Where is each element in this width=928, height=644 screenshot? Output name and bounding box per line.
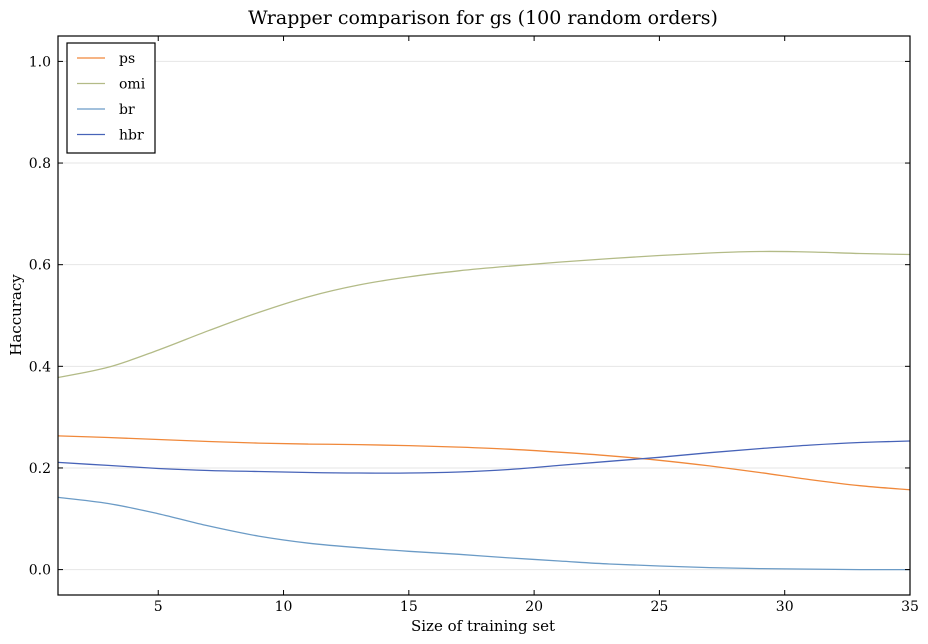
legend-label-omi: omi [119, 77, 146, 93]
x-tick-label: 5 [154, 599, 163, 615]
legend: ps omi br hbr [66, 42, 156, 154]
legend-label-ps: ps [119, 51, 135, 67]
y-tick-label: 1.0 [29, 54, 51, 70]
series-line-omi [57, 250, 911, 379]
x-tick-label: 30 [776, 599, 794, 615]
y-tick-label: 0.8 [29, 156, 51, 172]
axis-ticks: 0.0 0.2 0.4 0.6 0.8 1.0 5 10 15 20 25 30 35 [29, 36, 919, 615]
chart-title: Wrapper comparison for gs (100 random or… [248, 7, 718, 29]
legend-label-br: br [119, 102, 135, 118]
x-tick-label: 15 [400, 599, 418, 615]
y-tick-label: 0.0 [29, 563, 51, 579]
x-tick-label: 35 [901, 599, 919, 615]
x-tick-label: 25 [650, 599, 668, 615]
plot-frame [57, 35, 911, 596]
x-tick-label: 10 [275, 599, 293, 615]
legend-label-hbr: hbr [119, 128, 144, 144]
x-tick-label: 20 [525, 599, 543, 615]
series-line-br [57, 496, 911, 571]
y-tick-label: 0.6 [29, 258, 51, 274]
grid [58, 60, 910, 571]
y-tick-label: 0.2 [29, 461, 51, 477]
y-axis-label: Haccuracy [7, 274, 25, 356]
series-line-ps [57, 435, 911, 491]
series-lines [57, 250, 911, 571]
y-tick-label: 0.4 [29, 359, 51, 375]
series-line-hbr [57, 440, 911, 474]
x-axis-label: Size of training set [411, 617, 555, 635]
